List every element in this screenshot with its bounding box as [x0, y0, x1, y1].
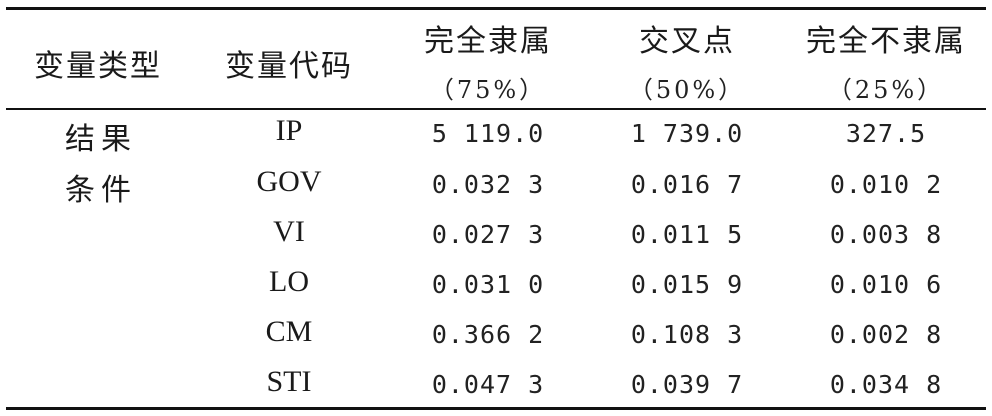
table-row-code: CM — [265, 315, 313, 348]
table-cell-full-membership: 0.032 3 — [431, 170, 545, 199]
table-cell-full-membership: 0.031 0 — [431, 270, 545, 299]
table-row-code: LO — [269, 265, 309, 298]
table-top-rule — [6, 7, 986, 10]
header-crossover-pct: （50%） — [628, 76, 746, 104]
group-label-conditions: 条件 — [65, 173, 137, 208]
table-cell-crossover: 0.108 3 — [630, 320, 744, 349]
table-cell-crossover: 0.039 7 — [630, 370, 744, 399]
table-cell-full-membership: 5 119.0 — [431, 119, 545, 148]
table-cell-full-membership: 0.366 2 — [431, 320, 545, 349]
table-cell-full-non-membership: 0.010 6 — [829, 270, 943, 299]
table-cell-full-non-membership: 0.010 2 — [829, 170, 943, 199]
table-row-code: IP — [275, 114, 303, 147]
table-cell-full-non-membership: 0.002 8 — [829, 320, 943, 349]
table-cell-crossover: 1 739.0 — [630, 119, 744, 148]
header-variable-code: 变量代码 — [225, 49, 353, 84]
table-bottom-rule — [6, 407, 986, 410]
table-cell-crossover: 0.016 7 — [630, 170, 744, 199]
header-full-non-membership: 完全不隶属 — [806, 24, 966, 59]
header-full-membership-pct: （75%） — [429, 76, 547, 104]
header-variable-type: 变量类型 — [34, 49, 162, 84]
table-row-code: VI — [273, 215, 305, 248]
header-full-non-membership-pct: （25%） — [827, 76, 945, 104]
table-cell-full-non-membership: 0.003 8 — [829, 220, 943, 249]
table-header-rule — [6, 108, 986, 110]
header-crossover: 交叉点 — [639, 24, 735, 59]
header-full-membership: 完全隶属 — [424, 24, 552, 59]
table-row-code: STI — [266, 365, 312, 398]
table-cell-crossover: 0.011 5 — [630, 220, 744, 249]
table-cell-full-non-membership: 327.5 — [845, 119, 927, 148]
group-label-outcome: 结果 — [65, 122, 137, 157]
table-cell-full-membership: 0.047 3 — [431, 370, 545, 399]
table-cell-crossover: 0.015 9 — [630, 270, 744, 299]
table-cell-full-membership: 0.027 3 — [431, 220, 545, 249]
table-cell-full-non-membership: 0.034 8 — [829, 370, 943, 399]
table-row-code: GOV — [256, 165, 322, 198]
